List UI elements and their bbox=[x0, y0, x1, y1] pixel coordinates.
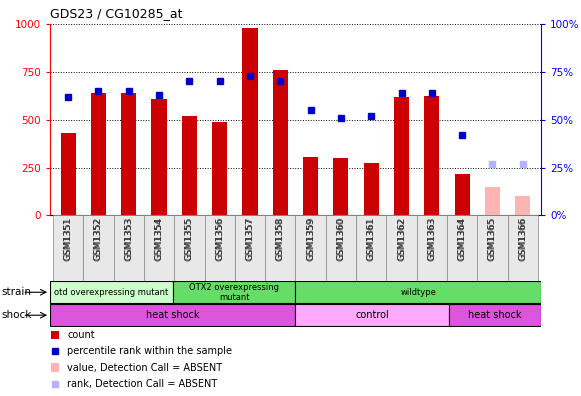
Bar bbox=[51, 331, 59, 339]
Bar bbox=[51, 364, 59, 371]
Text: GSM1358: GSM1358 bbox=[276, 217, 285, 261]
Text: GSM1355: GSM1355 bbox=[185, 217, 194, 260]
FancyBboxPatch shape bbox=[173, 281, 296, 303]
FancyBboxPatch shape bbox=[417, 215, 447, 281]
FancyBboxPatch shape bbox=[477, 215, 508, 281]
Text: control: control bbox=[355, 310, 389, 320]
Bar bbox=[485, 187, 500, 215]
FancyBboxPatch shape bbox=[296, 215, 326, 281]
FancyBboxPatch shape bbox=[296, 281, 541, 303]
Text: GSM1351: GSM1351 bbox=[64, 217, 73, 260]
Text: GSM1362: GSM1362 bbox=[397, 217, 406, 261]
FancyBboxPatch shape bbox=[356, 215, 386, 281]
FancyBboxPatch shape bbox=[447, 215, 477, 281]
Bar bbox=[394, 97, 409, 215]
FancyBboxPatch shape bbox=[326, 215, 356, 281]
Text: GSM1357: GSM1357 bbox=[246, 217, 254, 260]
Text: otd overexpressing mutant: otd overexpressing mutant bbox=[54, 288, 168, 297]
FancyBboxPatch shape bbox=[174, 215, 205, 281]
Text: GSM1359: GSM1359 bbox=[306, 217, 315, 260]
Bar bbox=[424, 95, 439, 215]
FancyBboxPatch shape bbox=[508, 215, 538, 281]
Text: GSM1364: GSM1364 bbox=[458, 217, 467, 260]
Bar bbox=[242, 28, 257, 215]
Bar bbox=[272, 70, 288, 215]
Bar bbox=[60, 133, 76, 215]
Bar bbox=[364, 163, 379, 215]
Bar bbox=[454, 174, 469, 215]
Bar bbox=[121, 93, 137, 215]
Text: GSM1355: GSM1355 bbox=[185, 217, 194, 261]
Text: GSM1366: GSM1366 bbox=[518, 217, 527, 260]
Text: GSM1354: GSM1354 bbox=[155, 217, 164, 260]
FancyBboxPatch shape bbox=[205, 215, 235, 281]
Text: count: count bbox=[67, 330, 95, 340]
FancyBboxPatch shape bbox=[114, 215, 144, 281]
Text: GSM1366: GSM1366 bbox=[518, 217, 527, 261]
FancyBboxPatch shape bbox=[50, 281, 173, 303]
FancyBboxPatch shape bbox=[265, 215, 296, 281]
Text: GSM1361: GSM1361 bbox=[367, 217, 376, 261]
Bar bbox=[91, 93, 106, 215]
Text: GSM1353: GSM1353 bbox=[124, 217, 133, 261]
FancyBboxPatch shape bbox=[296, 304, 449, 326]
Text: heat shock: heat shock bbox=[468, 310, 522, 320]
Text: GSM1363: GSM1363 bbox=[427, 217, 436, 260]
Text: GSM1358: GSM1358 bbox=[276, 217, 285, 260]
FancyBboxPatch shape bbox=[83, 215, 114, 281]
Text: GSM1365: GSM1365 bbox=[488, 217, 497, 260]
Text: GSM1360: GSM1360 bbox=[336, 217, 345, 261]
Text: GSM1359: GSM1359 bbox=[306, 217, 315, 261]
Text: strain: strain bbox=[1, 287, 31, 297]
Bar bbox=[515, 196, 530, 215]
Text: GSM1357: GSM1357 bbox=[246, 217, 254, 261]
Text: GSM1354: GSM1354 bbox=[155, 217, 164, 261]
FancyBboxPatch shape bbox=[144, 215, 174, 281]
Text: percentile rank within the sample: percentile rank within the sample bbox=[67, 346, 232, 356]
Text: value, Detection Call = ABSENT: value, Detection Call = ABSENT bbox=[67, 362, 223, 373]
FancyBboxPatch shape bbox=[386, 215, 417, 281]
Text: OTX2 overexpressing
mutant: OTX2 overexpressing mutant bbox=[189, 283, 279, 302]
Text: GSM1356: GSM1356 bbox=[215, 217, 224, 261]
Text: GSM1353: GSM1353 bbox=[124, 217, 133, 260]
Bar bbox=[182, 116, 197, 215]
Text: GSM1363: GSM1363 bbox=[427, 217, 436, 261]
Text: GSM1364: GSM1364 bbox=[458, 217, 467, 261]
Text: GSM1352: GSM1352 bbox=[94, 217, 103, 260]
Text: GSM1361: GSM1361 bbox=[367, 217, 376, 260]
Bar bbox=[333, 158, 349, 215]
Text: shock: shock bbox=[1, 310, 31, 320]
Text: GSM1351: GSM1351 bbox=[64, 217, 73, 261]
Text: GSM1362: GSM1362 bbox=[397, 217, 406, 260]
FancyBboxPatch shape bbox=[449, 304, 541, 326]
Text: rank, Detection Call = ABSENT: rank, Detection Call = ABSENT bbox=[67, 379, 217, 389]
Text: heat shock: heat shock bbox=[146, 310, 199, 320]
FancyBboxPatch shape bbox=[53, 215, 83, 281]
Text: GSM1365: GSM1365 bbox=[488, 217, 497, 261]
Bar bbox=[212, 122, 227, 215]
Bar bbox=[152, 99, 167, 215]
Text: GSM1360: GSM1360 bbox=[336, 217, 345, 260]
FancyBboxPatch shape bbox=[235, 215, 265, 281]
Text: wildtype: wildtype bbox=[400, 288, 436, 297]
FancyBboxPatch shape bbox=[50, 304, 296, 326]
Text: GSM1356: GSM1356 bbox=[215, 217, 224, 260]
Bar bbox=[303, 157, 318, 215]
Text: GSM1352: GSM1352 bbox=[94, 217, 103, 261]
Text: GDS23 / CG10285_at: GDS23 / CG10285_at bbox=[50, 7, 182, 20]
